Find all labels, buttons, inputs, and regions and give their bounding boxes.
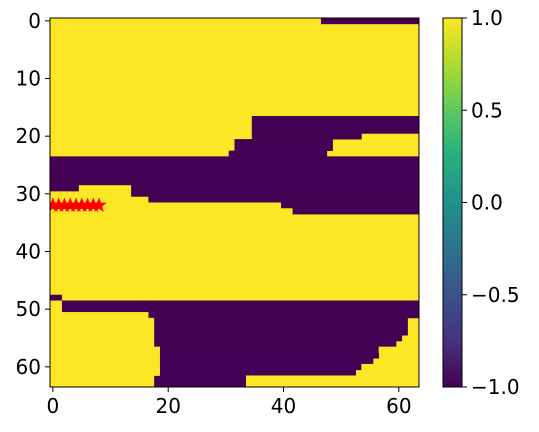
heatmap-cell-band (50, 312, 149, 319)
heatmap-cell-band (50, 300, 62, 307)
heatmap-cell-band (50, 317, 155, 324)
heatmap-cell-band (78, 196, 149, 203)
heatmap-cell-band (50, 369, 160, 376)
heatmap-cell-band (50, 363, 160, 371)
marker-point (51, 197, 67, 212)
heatmap-cell-band (378, 346, 419, 353)
heatmap-cell-band (159, 363, 362, 371)
heatmap-cell-band (159, 346, 380, 353)
marker-point (56, 197, 73, 212)
heatmap-cell-band (361, 363, 419, 371)
heatmap-cell-band (50, 306, 62, 313)
colorbar-tick-label: 0.0 (471, 191, 503, 215)
heatmap-cell-band (251, 133, 362, 140)
heatmap-cell-band (50, 162, 419, 169)
heatmap-cell-band (153, 335, 403, 342)
heatmap-cells (50, 18, 419, 387)
heatmap-cell-band (78, 219, 293, 226)
y-tick-label: 50 (16, 297, 41, 321)
heatmap-cell-band (61, 306, 419, 313)
marker-series (50, 197, 107, 212)
heatmap-cell-band (50, 381, 155, 387)
heatmap-cell-band (251, 121, 419, 128)
marker-point (74, 197, 90, 212)
heatmap-cell-band (78, 190, 132, 198)
heatmap-cell-band (78, 202, 282, 209)
heatmap-cell-band (61, 300, 419, 307)
heatmap-cell-band (153, 317, 408, 324)
marker-point (91, 197, 107, 212)
x-tick-label: 20 (155, 394, 180, 418)
heatmap-cell-band (153, 381, 247, 387)
marker-point (85, 197, 101, 212)
heatmap-cell-band (50, 358, 160, 365)
heatmap-cell-band (78, 214, 293, 221)
heatmap-cell-band (130, 190, 419, 198)
heatmap-cell-band (50, 335, 155, 342)
heatmap-cell-band (246, 381, 419, 387)
heatmap-cell-band (153, 375, 247, 382)
heatmap-plot-area (49, 17, 420, 388)
x-tick-label: 40 (271, 394, 296, 418)
heatmap-cell-band (159, 358, 374, 365)
marker-point (68, 197, 84, 212)
heatmap-cell-band (320, 18, 419, 25)
heatmap-cell-band (159, 369, 356, 376)
heatmap-cell-band (50, 346, 160, 353)
heatmap-cell-band (234, 139, 333, 146)
heatmap-cell-band (78, 185, 132, 192)
x-tick-label: 0 (47, 394, 60, 418)
x-axis: 0 20 40 60 (47, 387, 412, 418)
heatmap-cell-band (50, 179, 419, 186)
heatmap-cell-band (50, 156, 419, 163)
heatmap-cell-band (78, 208, 293, 215)
heatmap-cell-band (228, 150, 328, 157)
heatmap-cell-band (153, 340, 397, 348)
y-tick-label: 60 (16, 355, 41, 379)
y-tick-label: 0 (28, 9, 41, 33)
heatmap-cell-band (251, 116, 419, 123)
marker-point (79, 197, 96, 212)
y-axis: 0 10 20 30 40 50 60 (16, 9, 50, 379)
marker-point (62, 197, 78, 212)
heatmap-cell-band (50, 167, 419, 175)
plot-frame (49, 17, 420, 388)
heatmap-cell-band (153, 329, 408, 336)
heatmap-cell-band (251, 127, 419, 134)
heatmap-cell-band (153, 323, 408, 330)
heatmap-cell-band (50, 185, 419, 192)
colorbar-tick-label: 0.5 (471, 98, 503, 122)
heatmap-cell-band (50, 323, 155, 330)
colorbar-tick-label: −1.0 (471, 375, 520, 399)
heatmap-cell-band (50, 173, 419, 180)
y-tick-label: 10 (16, 67, 41, 91)
colorbar-tick-label: −0.5 (471, 283, 520, 307)
y-tick-label: 40 (16, 240, 41, 264)
heatmap-cell-band (234, 144, 333, 152)
heatmap-cell-band (159, 352, 380, 359)
heatmap-cell-band (50, 340, 155, 348)
y-tick-label: 20 (16, 124, 41, 148)
heatmap-cell-band (148, 196, 419, 203)
heatmap-cell-band (148, 312, 419, 319)
heatmap-cell-band (292, 208, 419, 215)
heatmap-cell-band (50, 375, 155, 382)
heatmap-cell-band (246, 375, 419, 382)
x-tick-label: 60 (386, 394, 411, 418)
y-tick-label: 30 (16, 182, 41, 206)
colorbar: 1.0 0.5 0.0 −0.5 −1.0 (442, 6, 520, 399)
heatmap-cell-band (50, 329, 155, 336)
heatmap-cell-band (280, 202, 419, 209)
colorbar-tick-label: 1.0 (471, 6, 503, 30)
heatmap-cell-band (50, 352, 160, 359)
colorbar-gradient (443, 18, 462, 387)
heatmap-cell-band (50, 294, 62, 301)
